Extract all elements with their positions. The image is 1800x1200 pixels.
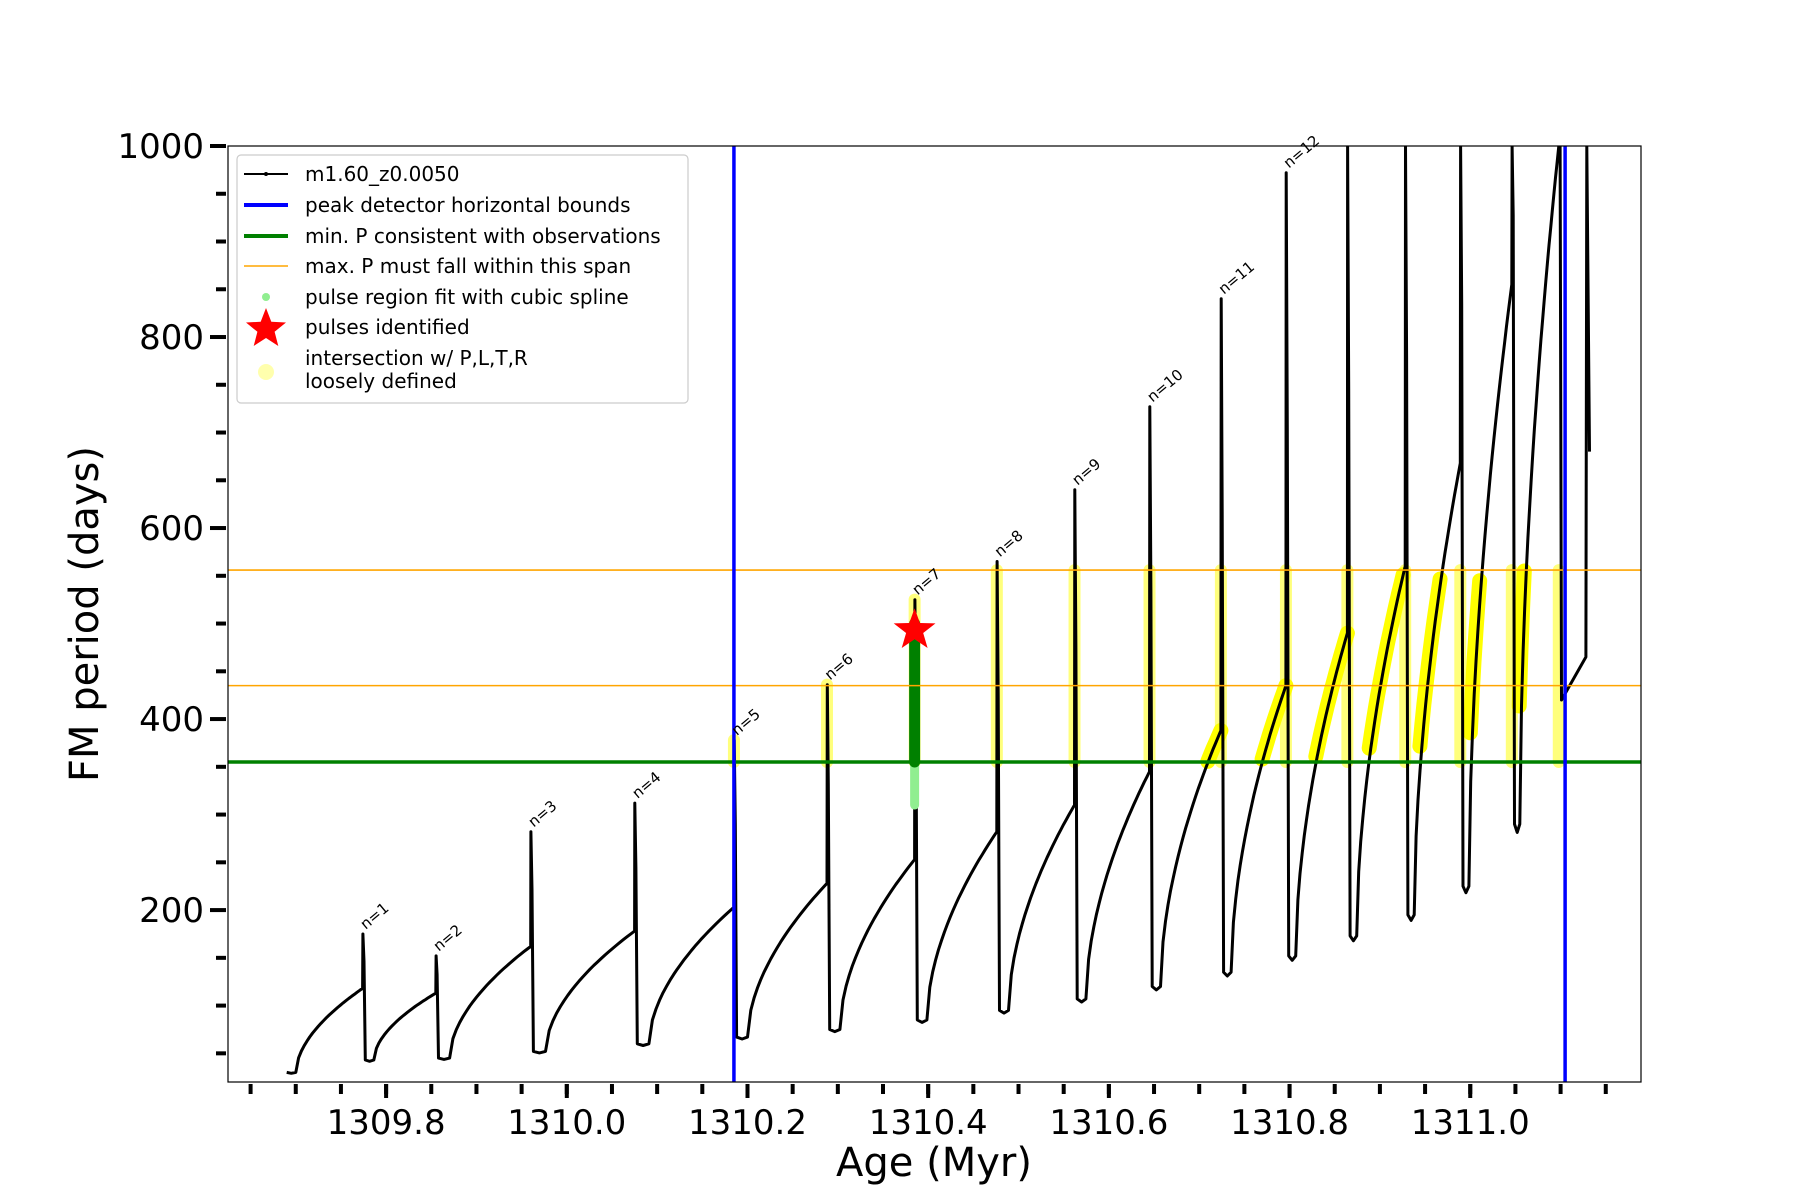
legend-label: pulses identified: [305, 315, 470, 339]
x-tick-label: 1310.6: [1049, 1103, 1168, 1143]
plot-area: [228, 146, 1641, 1082]
x-tick-label: 1310.0: [507, 1103, 626, 1143]
legend-label: peak detector horizontal bounds: [305, 193, 631, 217]
pulse-identified-star: [893, 608, 936, 648]
y-tick-label: 800: [139, 318, 204, 358]
legend-swatch: [258, 364, 274, 380]
legend-swatch-dot: [264, 172, 268, 176]
legend-label-line2: loosely defined: [305, 369, 457, 393]
intersection-highlight: [1511, 563, 1532, 714]
legend-label: m1.60_z0.0050: [305, 162, 460, 186]
pulse-label: n=2: [430, 921, 466, 955]
y-tick-label: 600: [139, 509, 204, 549]
pulse-label: n=9: [1069, 455, 1105, 489]
y-tick-label: 1000: [117, 127, 204, 167]
pulse-label: n=10: [1144, 366, 1187, 406]
x-axis-label: Age (Myr): [836, 1140, 1032, 1186]
plot-frame: [227, 145, 1642, 1083]
pulse-label: n=11: [1215, 258, 1258, 298]
pulse-label: n=6: [821, 650, 857, 684]
x-tick-label: 1310.8: [1230, 1103, 1349, 1143]
y-axis-label: FM period (days): [62, 446, 108, 782]
legend-label: intersection w/ P,L,T,R: [305, 346, 528, 370]
legend-label: max. P must fall within this span: [305, 254, 631, 278]
pulse-label: n=1: [357, 899, 393, 933]
intersection-highlight: [1462, 573, 1488, 741]
y-tick-label: 200: [139, 891, 204, 931]
x-tick-label: 1310.2: [688, 1103, 807, 1143]
pulse-label: n=3: [525, 797, 561, 831]
legend-label: pulse region fit with cubic spline: [305, 285, 629, 309]
y-tick-label: 400: [139, 700, 204, 740]
pulse-label: n=8: [991, 526, 1027, 560]
x-tick-label: 1309.8: [327, 1103, 446, 1143]
x-tick-label: 1311.0: [1411, 1103, 1530, 1143]
legend-swatch: [262, 293, 270, 301]
axes: 1309.8 1310.0 1310.2 1310.4 1310.6 1310.8 1311…: [117, 127, 1608, 1143]
legend-label: min. P consistent with observations: [305, 224, 661, 248]
pulse-label: n=4: [629, 768, 665, 802]
x-tick-label: 1310.4: [869, 1103, 988, 1143]
pulse-label: n=12: [1280, 132, 1323, 172]
legend-swatch-star: [246, 308, 286, 346]
model-curve: [286, 146, 1591, 1075]
legend-box: [236, 154, 689, 404]
